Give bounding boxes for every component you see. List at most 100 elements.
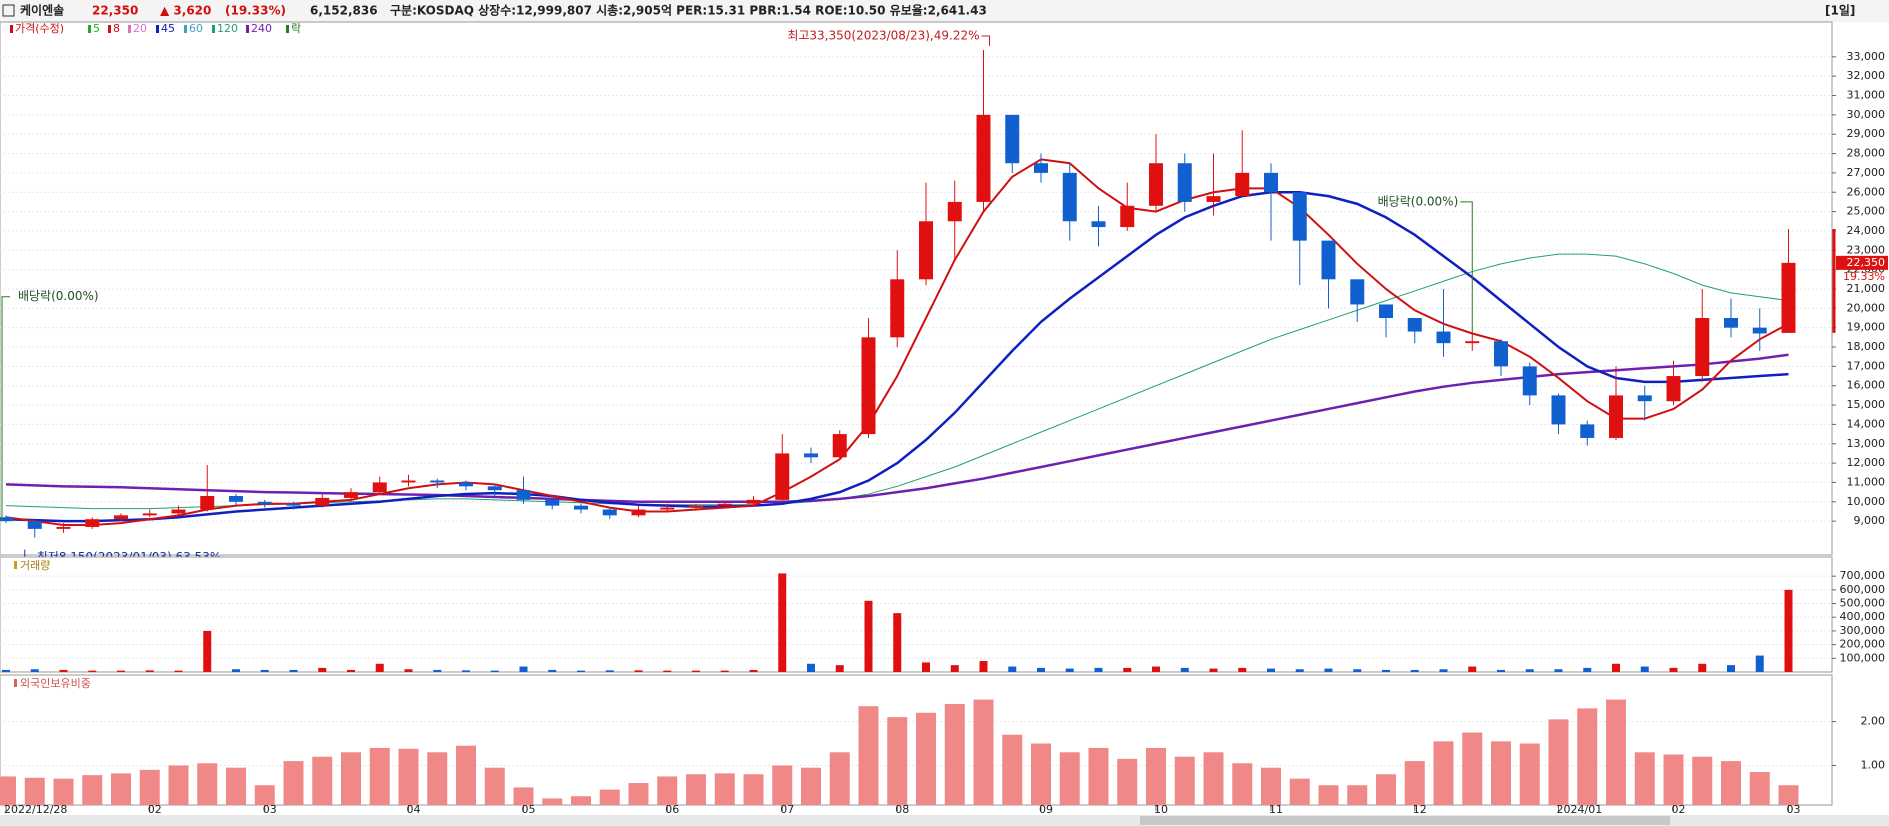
legend-label: 락 xyxy=(291,22,301,35)
legend-label: 5 xyxy=(93,22,100,35)
bar xyxy=(778,573,787,672)
candle-body xyxy=(459,482,473,487)
candle-body xyxy=(1637,395,1652,402)
bar xyxy=(1404,761,1425,805)
bar xyxy=(289,669,298,672)
bar xyxy=(1238,667,1247,672)
y-tick-label: 200,000 xyxy=(1840,638,1886,651)
x-tick-label: 02 xyxy=(148,803,162,816)
bar xyxy=(835,665,844,672)
bar xyxy=(232,669,240,672)
bar xyxy=(1347,785,1368,805)
bar xyxy=(950,665,959,672)
bar xyxy=(139,769,160,805)
bar xyxy=(1727,665,1735,672)
bar xyxy=(1439,669,1448,672)
bar xyxy=(1037,667,1045,672)
x-tick-label: 07 xyxy=(780,803,794,816)
bar xyxy=(1209,668,1218,672)
bar xyxy=(398,748,419,805)
bar xyxy=(628,783,649,805)
candle-body xyxy=(1752,327,1767,334)
bar xyxy=(973,699,994,805)
bar xyxy=(979,661,988,672)
candle-body xyxy=(0,517,13,522)
annotation: 배당락(0.00%) xyxy=(18,289,99,303)
header-bar xyxy=(0,0,1889,22)
bar xyxy=(88,670,97,672)
x-tick-label: 12 xyxy=(1413,803,1427,816)
bar xyxy=(1497,669,1505,672)
change-pct: (19.33%) xyxy=(225,4,286,18)
bar xyxy=(1002,734,1023,805)
bar xyxy=(260,669,269,672)
candle-body xyxy=(286,503,301,506)
bar xyxy=(1410,669,1419,672)
y-tick-label: 14,000 xyxy=(1847,417,1886,430)
legend-swatch xyxy=(14,561,17,569)
dividend-line xyxy=(1,296,10,522)
candle-body xyxy=(919,221,933,280)
x-tick-label: 09 xyxy=(1039,803,1053,816)
bar xyxy=(801,767,821,805)
bar xyxy=(720,670,729,672)
bar xyxy=(1784,589,1793,672)
candle-body xyxy=(1062,172,1077,222)
candle-body xyxy=(1235,172,1250,197)
bar xyxy=(1554,669,1563,672)
bar xyxy=(1778,785,1799,805)
scrollbar[interactable] xyxy=(0,815,1889,826)
y-tick-label: 17,000 xyxy=(1847,359,1886,372)
panel-title: 외국인보유비중 xyxy=(20,677,91,690)
candle-body xyxy=(1580,424,1595,438)
candle-body xyxy=(1379,304,1393,319)
candle-body xyxy=(775,453,790,500)
bar xyxy=(2,669,10,672)
candle-body xyxy=(344,492,358,498)
bar xyxy=(1059,752,1080,805)
bar xyxy=(369,747,390,805)
bar xyxy=(1267,668,1275,672)
legend-label: 8 xyxy=(113,22,120,35)
bar xyxy=(1376,774,1396,805)
candle-body xyxy=(372,482,387,493)
bar xyxy=(226,767,246,805)
bar xyxy=(1094,667,1103,672)
bar xyxy=(858,706,879,805)
y-tick-label: 10,000 xyxy=(1847,495,1886,508)
bar xyxy=(117,670,125,672)
scroll-thumb[interactable] xyxy=(1140,816,1670,825)
bar xyxy=(686,774,706,805)
candle-body xyxy=(200,495,215,510)
x-tick-label: 02 xyxy=(1672,803,1686,816)
candle-body xyxy=(1609,395,1623,438)
y-tick-label: 29,000 xyxy=(1847,127,1886,140)
candle-body xyxy=(516,490,531,500)
bar xyxy=(1123,667,1132,672)
candle-body xyxy=(229,495,243,502)
bar xyxy=(404,669,413,672)
bar xyxy=(1008,666,1017,672)
bar xyxy=(111,773,131,805)
bar xyxy=(944,703,965,805)
annotation-arrow xyxy=(981,35,990,47)
stock-name: 케이엔솔 xyxy=(20,3,64,18)
y-tick-label: 32,000 xyxy=(1847,69,1886,82)
bar xyxy=(1152,666,1160,672)
candle-body xyxy=(602,509,617,516)
menu-box[interactable] xyxy=(2,4,15,17)
legend-label: 120 xyxy=(217,22,238,35)
x-tick-label: 10 xyxy=(1154,803,1168,816)
bar xyxy=(283,761,304,805)
bar xyxy=(571,796,591,805)
x-tick-label: 03 xyxy=(1787,803,1801,816)
bar xyxy=(0,776,16,805)
candle-body xyxy=(487,486,502,491)
legend-swatch xyxy=(128,25,131,33)
bar xyxy=(1519,743,1540,805)
bar xyxy=(1289,778,1310,805)
bar xyxy=(599,789,620,805)
bar xyxy=(145,670,154,672)
bar xyxy=(168,765,189,805)
bar xyxy=(1634,752,1655,805)
